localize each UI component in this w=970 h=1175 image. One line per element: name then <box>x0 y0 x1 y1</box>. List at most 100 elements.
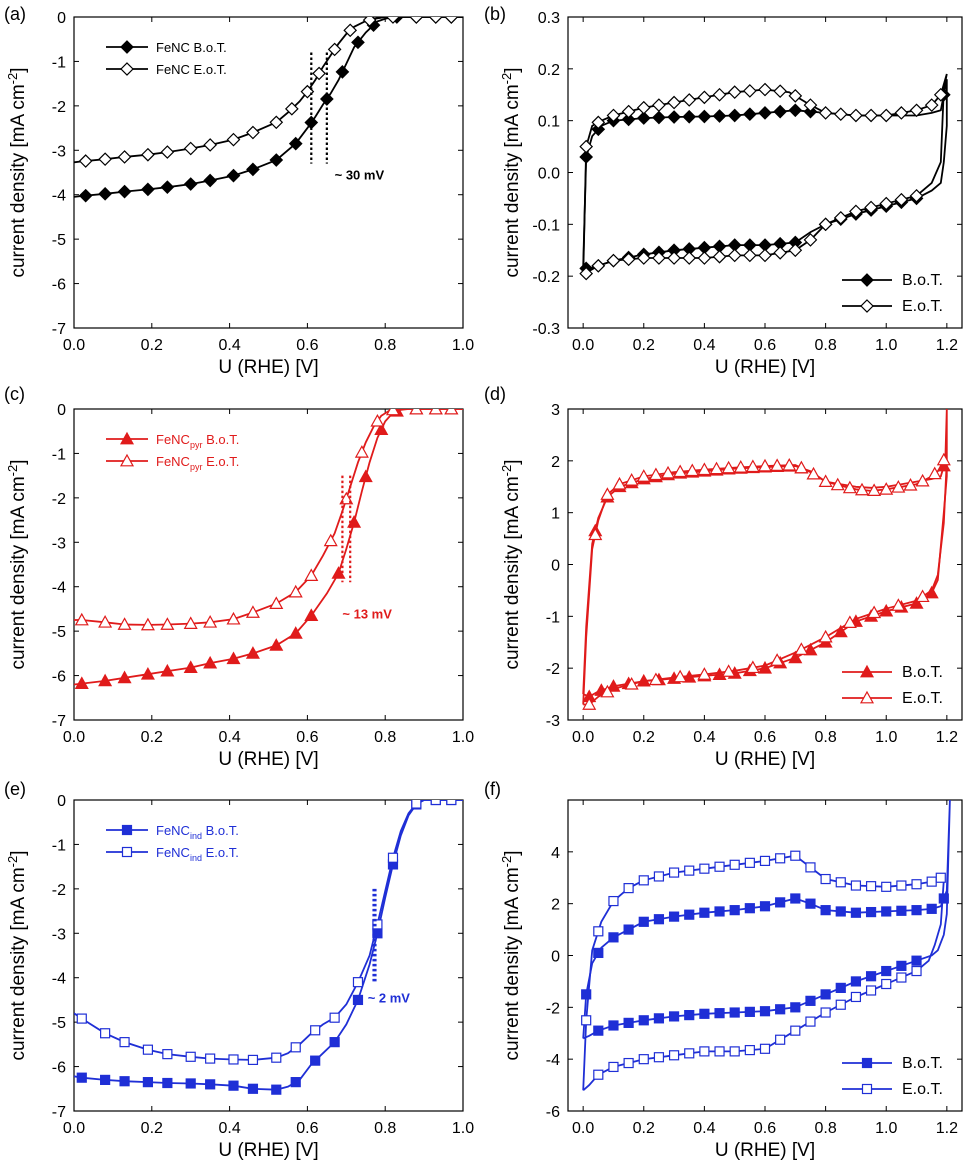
x-tick-label: 0.8 <box>374 1120 396 1137</box>
data-point <box>684 1048 695 1059</box>
x-axis-title: U (RHE) [V] <box>715 749 815 770</box>
data-point <box>428 409 443 415</box>
x-tick-label: 0.0 <box>63 337 85 354</box>
data-point <box>100 1074 111 1086</box>
x-tick-label: 1.0 <box>875 729 897 746</box>
data-point <box>775 1034 786 1045</box>
chart-panel-f: 0.0 0.2 0.4 0.6 0.8 1.0 1.2 4 2 0 -2 -4 -6 U (RHE) [V… <box>484 779 963 1161</box>
data-point <box>593 1069 604 1080</box>
data-point <box>835 877 846 888</box>
data-point <box>773 245 788 260</box>
data-point <box>98 186 112 201</box>
data-point <box>865 971 877 982</box>
data-point <box>684 1010 695 1021</box>
legend-marker <box>860 299 874 313</box>
data-point <box>742 107 757 122</box>
series-bot <box>581 800 951 1040</box>
data-point <box>591 115 606 130</box>
series-line <box>74 17 463 164</box>
series-line <box>74 409 463 686</box>
data-point <box>881 978 892 990</box>
legend-marker <box>121 824 133 836</box>
legend-entry: FeNC E.o.T. <box>106 62 227 77</box>
legend-marker <box>119 453 135 467</box>
plot-frame <box>73 408 464 721</box>
data-point <box>782 457 797 471</box>
data-point <box>909 188 924 203</box>
legend: FeNCpyr B.o.T. FeNCpyr E.o.T. <box>106 431 239 472</box>
data-point <box>269 596 284 609</box>
legend-label: E.o.T. <box>902 1081 943 1098</box>
data-point <box>790 1025 801 1036</box>
y-tick-label: 0 <box>551 949 560 966</box>
legend-entry: FeNCind E.o.T. <box>106 845 239 863</box>
data-point <box>247 1054 259 1066</box>
data-point <box>608 932 619 943</box>
y-tick-label: 2 <box>551 897 560 914</box>
y-tick-label: -2 <box>546 661 560 678</box>
chart-panel-c: 0.0 0.2 0.4 0.6 0.8 1.0 0 -1 -2 -3 -4 -5 -6 -7 U (RHE)… <box>4 384 474 770</box>
x-tick-label: 0.2 <box>633 729 655 746</box>
data-point <box>682 93 697 107</box>
x-tick-label: 0.4 <box>693 337 715 354</box>
series-bot <box>579 79 951 276</box>
onset-shift-annotation: ~ 2 mV <box>368 888 410 1006</box>
data-point <box>790 850 801 861</box>
x-tick-label: 0.2 <box>633 337 655 354</box>
x-tick-label: 1.0 <box>452 337 474 354</box>
y-tick-label: 4 <box>551 845 560 862</box>
data-point <box>879 482 894 495</box>
data-point <box>310 1025 321 1036</box>
x-tick-label: 0.8 <box>374 337 396 354</box>
data-point <box>409 409 424 415</box>
x-tick-label: 1.0 <box>875 337 897 354</box>
data-point <box>76 1072 87 1083</box>
data-point <box>714 1046 725 1057</box>
data-point <box>803 233 818 247</box>
data-point <box>729 905 740 916</box>
y-tick-label: 0 <box>57 402 66 419</box>
data-point <box>911 905 922 916</box>
data-point <box>864 108 878 123</box>
legend: FeNC B.o.T. FeNC E.o.T. <box>106 40 227 77</box>
legend-marker <box>861 1057 873 1069</box>
data-point <box>790 1002 801 1013</box>
data-point <box>788 103 803 118</box>
y-tick-label: -2 <box>52 99 66 116</box>
x-tick-label: 0.8 <box>374 729 396 746</box>
y-tick-label: -5 <box>52 1015 66 1032</box>
plot-frame <box>73 16 464 329</box>
y-tick-label: 0 <box>57 10 66 27</box>
x-tick-label: 0.4 <box>693 1120 715 1137</box>
x-tick-label: 0.0 <box>572 1120 594 1137</box>
data-point <box>117 150 132 164</box>
data-point <box>638 916 649 927</box>
data-point <box>76 1013 87 1024</box>
data-point <box>205 1053 216 1064</box>
legend-entry: E.o.T. <box>842 1081 943 1098</box>
data-point <box>621 104 636 119</box>
data-point <box>727 248 742 263</box>
data-point <box>712 109 727 123</box>
data-point <box>790 893 801 904</box>
panel-label: (d) <box>484 384 506 404</box>
data-point <box>660 465 676 479</box>
data-point <box>820 1007 831 1018</box>
data-point <box>757 660 773 674</box>
y-axis-title: current density [mA cm-2] <box>5 459 29 669</box>
x-tick-label: 0.0 <box>572 729 594 746</box>
series-line <box>582 800 951 1040</box>
x-tick-label: 0.4 <box>218 1120 240 1137</box>
data-point <box>894 192 909 207</box>
data-point <box>699 1046 710 1057</box>
data-point <box>850 880 862 891</box>
data-point <box>881 881 892 892</box>
data-point <box>788 243 803 258</box>
y-tick-label: 0 <box>551 558 560 575</box>
data-point <box>805 862 816 873</box>
data-point <box>894 106 909 120</box>
data-point <box>160 180 175 195</box>
data-point <box>593 1025 604 1036</box>
data-point <box>685 463 700 477</box>
data-point <box>794 460 809 474</box>
